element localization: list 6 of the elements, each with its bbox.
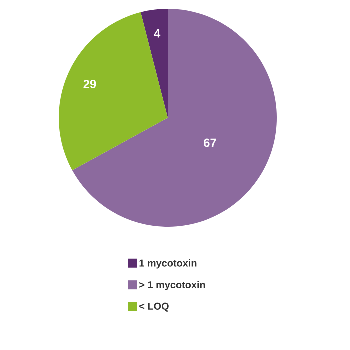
legend-label: > 1 mycotoxin	[140, 281, 206, 291]
legend-label: < LOQ	[140, 302, 169, 312]
data-label: 4	[154, 30, 161, 38]
data-label: 29	[84, 80, 96, 88]
legend-label: 1 mycotoxin	[140, 260, 197, 269]
data-label: 67	[204, 138, 216, 148]
